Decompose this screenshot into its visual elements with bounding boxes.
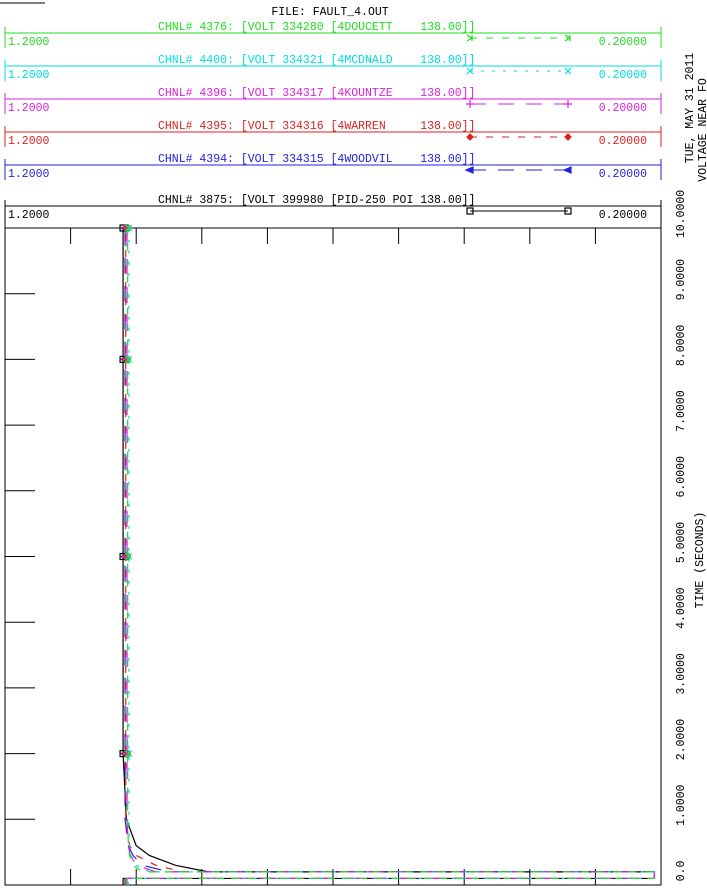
range-label: 0.20000 bbox=[599, 135, 647, 148]
legend-marker bbox=[464, 166, 474, 174]
legend-marker bbox=[564, 100, 572, 108]
legend-label: CHNL# 4394: [VOLT 334315 [4WOODVIL 138.0… bbox=[158, 153, 475, 166]
legend-marker bbox=[466, 100, 474, 108]
legend-label: CHNL# 4376: [VOLT 334280 [4DOUCETT 138.0… bbox=[158, 21, 475, 34]
legend-marker bbox=[466, 207, 474, 215]
series-line bbox=[122, 228, 656, 885]
range-label: 0.20000 bbox=[599, 102, 647, 115]
range-label: 1.2000 bbox=[8, 36, 50, 49]
x-tick-label: 0.0 bbox=[675, 861, 688, 882]
legend-marker bbox=[564, 67, 572, 75]
series-line bbox=[127, 228, 656, 885]
range-label: 1.2000 bbox=[8, 69, 50, 82]
x-tick-label: 4.0000 bbox=[675, 587, 688, 629]
x-tick-label: 5.0000 bbox=[675, 522, 688, 564]
legend-marker bbox=[564, 207, 572, 215]
legend-label: CHNL# 3875: [VOLT 399980 [PID-250 POI 13… bbox=[158, 194, 475, 207]
x-tick-label: 1.0000 bbox=[675, 785, 688, 827]
series-line bbox=[124, 228, 656, 885]
point-marker bbox=[124, 750, 131, 758]
range-label: 1.2000 bbox=[8, 209, 50, 222]
range-label: 1.2000 bbox=[8, 135, 50, 148]
legend-marker bbox=[564, 133, 572, 141]
legend-marker bbox=[466, 67, 474, 75]
x-axis-label: TIME (SECONDS) bbox=[694, 512, 707, 609]
legend-marker bbox=[466, 34, 474, 42]
date-label: TUE, MAY 31 2011 bbox=[684, 53, 697, 164]
x-tick-label: 6.0000 bbox=[675, 456, 688, 498]
range-label: 1.2000 bbox=[8, 168, 50, 181]
legend-marker bbox=[562, 166, 572, 174]
legend-marker bbox=[564, 34, 572, 42]
chart-subtitle: VOLTAGE NEAR FO bbox=[697, 78, 707, 182]
series-line bbox=[125, 228, 656, 885]
range-label: 0.20000 bbox=[599, 36, 647, 49]
point-marker bbox=[124, 355, 131, 363]
legend-marker bbox=[466, 133, 474, 141]
plot-frame bbox=[4, 227, 662, 886]
legend-label: CHNL# 4396: [VOLT 334317 [4KOUNTZE 138.0… bbox=[158, 87, 475, 100]
range-label: 0.20000 bbox=[599, 209, 647, 222]
legend-label: CHNL# 4400: [VOLT 334321 [4MCDNALD 138.0… bbox=[158, 54, 475, 67]
range-label: 0.20000 bbox=[599, 168, 647, 181]
series-line bbox=[125, 228, 656, 885]
x-tick-label: 7.0000 bbox=[675, 390, 688, 432]
legend-label: CHNL# 4395: [VOLT 334316 [4WARREN 138.00… bbox=[158, 120, 475, 133]
series-line bbox=[126, 228, 656, 885]
x-tick-label: 9.0000 bbox=[675, 259, 688, 301]
range-label: 0.20000 bbox=[599, 69, 647, 82]
x-tick-label: 2.0000 bbox=[675, 719, 688, 761]
x-tick-label: 3.0000 bbox=[675, 653, 688, 695]
x-tick-label: 10.0000 bbox=[675, 190, 688, 238]
range-label: 1.2000 bbox=[8, 102, 50, 115]
point-marker bbox=[124, 224, 131, 232]
x-tick-label: 8.0000 bbox=[675, 325, 688, 367]
chart-title: FILE: FAULT_4.OUT bbox=[271, 6, 388, 19]
point-marker bbox=[124, 552, 131, 561]
